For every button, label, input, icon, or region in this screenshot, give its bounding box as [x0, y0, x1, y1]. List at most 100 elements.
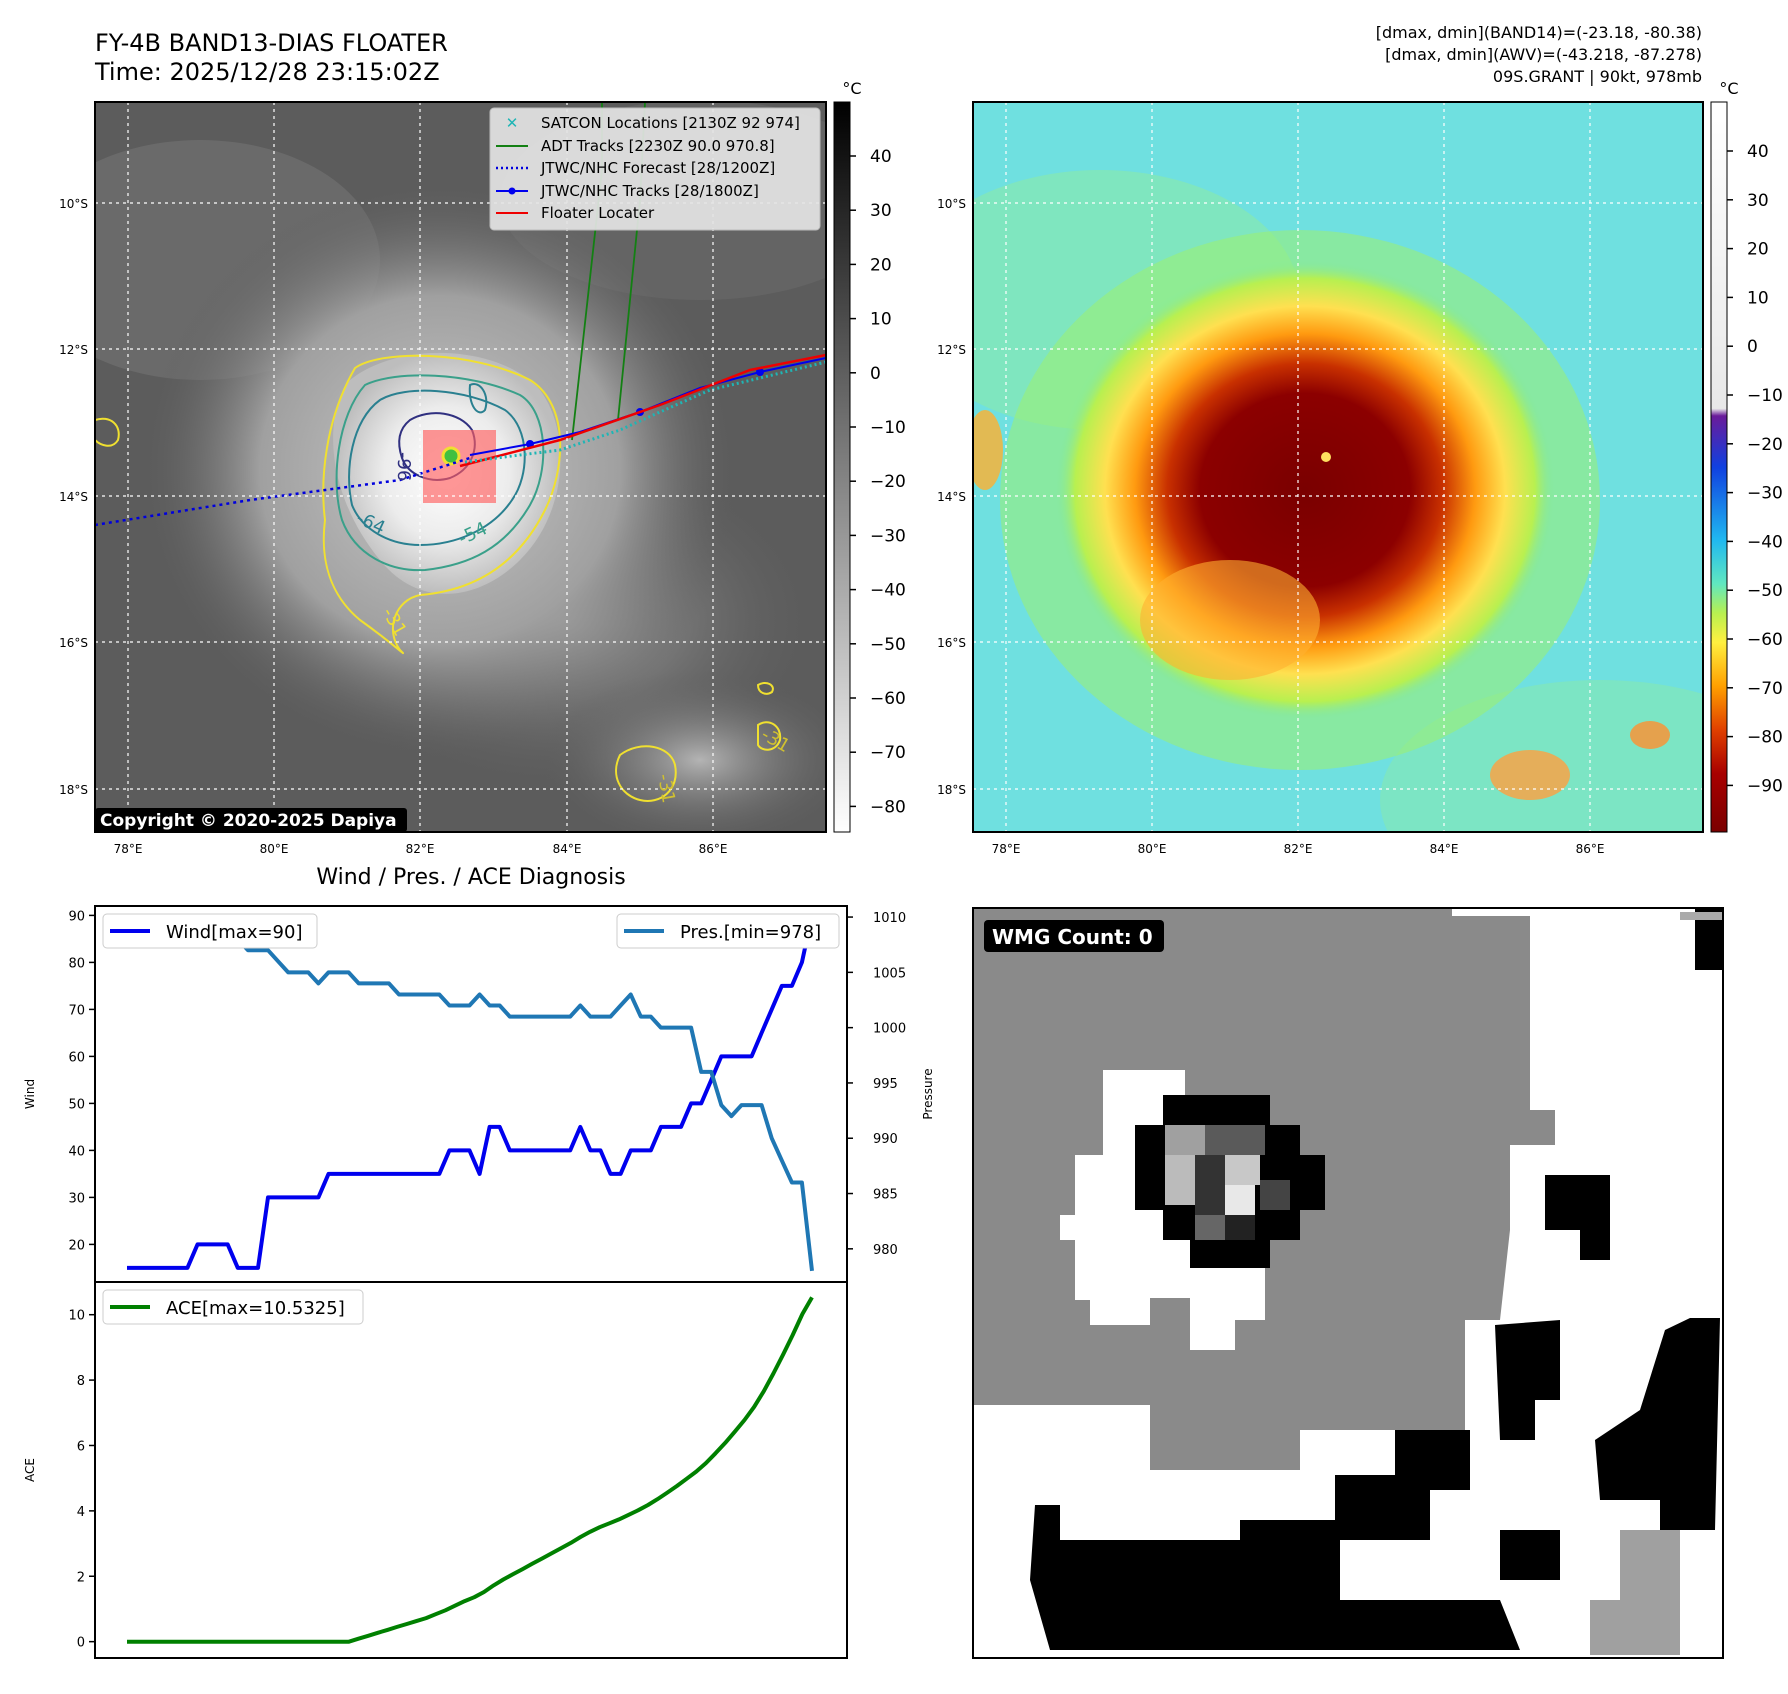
colorbar-tick-label: 40	[1747, 142, 1769, 162]
ace-legend: ACE[max=10.5325]	[102, 1289, 364, 1325]
ace-tick-label: 8	[77, 1374, 85, 1389]
contour-label-31c: -31	[653, 772, 679, 805]
pressure-tick-label: 1010	[873, 911, 906, 926]
lon-label-84: 84°E	[553, 842, 582, 856]
right-colorbar: °C 40 30 20 10 0 −10 −20 −30 −40 −50 −60 −70 −80 −90	[1710, 79, 1783, 833]
pres-legend-label: Pres.[min=978]	[680, 922, 821, 943]
colorbar-tick-label: −50	[1747, 581, 1783, 601]
wind-tick-label: 60	[68, 1050, 85, 1065]
pressure-tick-label: 980	[873, 1243, 898, 1258]
floater-box	[423, 430, 496, 503]
pressure-tick-label: 995	[873, 1077, 898, 1092]
colorbar-tick-label: 30	[1747, 191, 1769, 211]
wind-legend: Wind[max=90]	[102, 913, 318, 949]
dmax-awv: [dmax, dmin](AWV)=(-43.218, -87.278)	[1385, 45, 1702, 64]
pressure-tick-label: 1000	[873, 1022, 906, 1037]
ace-tick-label: 2	[77, 1570, 85, 1585]
r-lat-label-18: 18°S	[937, 783, 966, 797]
pressure-ylabel: Pressure	[921, 1068, 935, 1119]
dmax-band14: [dmax, dmin](BAND14)=(-23.18, -80.38)	[1376, 23, 1702, 42]
wind-tick-label: 80	[68, 956, 85, 971]
wind-ylabel: Wind	[23, 1079, 37, 1109]
contour-64	[348, 389, 526, 547]
chart-title: Wind / Pres. / ACE Diagnosis	[316, 865, 625, 890]
lat-label-16: 16°S	[59, 636, 88, 650]
left-colorbar: °C 40 30 20 10 0 −10 −20 −30 −40 −50 −60 −70 −80	[833, 79, 906, 833]
eye-marker	[441, 446, 461, 466]
lat-label-12: 12°S	[59, 343, 88, 357]
r-lat-label-12: 12°S	[937, 343, 966, 357]
lon-label-86: 86°E	[699, 842, 728, 856]
wind-tick-label: 30	[68, 1191, 85, 1206]
storm-info: 09S.GRANT | 90kt, 978mb	[1493, 67, 1702, 86]
wind-series-line	[127, 914, 814, 1270]
pres-legend: Pres.[min=978]	[616, 913, 840, 949]
colorbar-tick-label: −40	[870, 581, 906, 601]
colorbar-tick-label: −40	[1747, 532, 1783, 552]
contour-54	[335, 374, 545, 572]
colorbar-tick-label: −30	[870, 526, 906, 546]
r-lon-label-84: 84°E	[1430, 842, 1459, 856]
map-legend: ✕ SATCON Locations [2130Z 92 974] ADT Tr…	[489, 107, 821, 231]
lat-label-10: 10°S	[59, 197, 88, 211]
jtwc-forecast	[95, 456, 471, 527]
ace-tick-label: 0	[77, 1636, 85, 1651]
lat-label-18: 18°S	[59, 783, 88, 797]
left-colorbar-unit: °C	[842, 79, 861, 98]
r-lon-label-80: 80°E	[1138, 842, 1167, 856]
lon-label-78: 78°E	[114, 842, 143, 856]
colorbar-tick-label: 0	[1747, 337, 1758, 357]
colorbar-tick-label: 30	[870, 201, 892, 221]
ace-tick-label: 4	[77, 1505, 85, 1520]
colorbar-tick-label: 10	[1747, 288, 1769, 308]
lat-label-14: 14°S	[59, 490, 88, 504]
left-map-axes: 10°S 12°S 14°S 16°S 18°S 78°E 80°E 82°E …	[59, 197, 727, 856]
wmg-label-box	[984, 920, 1164, 952]
colorbar-tick-label: −70	[1747, 679, 1783, 699]
copyright-box	[95, 808, 407, 832]
r-lon-label-86: 86°E	[1576, 842, 1605, 856]
colorbar-tick-label: −30	[1747, 484, 1783, 504]
ace-legend-label: ACE[max=10.5325]	[166, 1298, 345, 1319]
wind-pres-chart: 20 30 40 50 60 70 80 90 980 985 990 995 1000 1005 1010…	[23, 905, 935, 1283]
r-lat-label-10: 10°S	[937, 197, 966, 211]
wind-legend-label: Wind[max=90]	[166, 922, 303, 943]
colorbar-tick-label: −50	[870, 635, 906, 655]
lon-label-82: 82°E	[406, 842, 435, 856]
floater-track	[459, 353, 826, 468]
colorbar-tick-label: −20	[870, 472, 906, 492]
right-map-axes: 10°S 12°S 14°S 16°S 18°S 78°E 80°E 82°E …	[937, 197, 1604, 856]
wind-tick-label: 70	[68, 1003, 85, 1018]
pressure-tick-label: 985	[873, 1188, 898, 1203]
contour-label-96: -96	[393, 452, 414, 481]
colorbar-tick-label: −10	[1747, 386, 1783, 406]
colorbar-tick-label: −80	[870, 797, 906, 817]
ace-tick-label: 10	[68, 1309, 85, 1324]
pressure-tick-label: 1005	[873, 966, 906, 981]
legend-forecast: JTWC/NHC Forecast [28/1200Z]	[540, 159, 775, 177]
colorbar-tick-label: −70	[870, 743, 906, 763]
right-colorbar-unit: °C	[1719, 79, 1738, 98]
colorbar-tick-label: −80	[1747, 728, 1783, 748]
wind-tick-label: 40	[68, 1144, 85, 1159]
pressure-tick-label: 990	[873, 1132, 898, 1147]
r-lon-label-78: 78°E	[992, 842, 1021, 856]
ace-ylabel: ACE	[23, 1458, 37, 1482]
colorbar-tick-label: 10	[870, 310, 892, 330]
colorbar-tick-label: −10	[870, 418, 906, 438]
copyright: Copyright © 2020-2025 Dapiya	[100, 811, 397, 831]
figure-title: FY-4B BAND13-DIAS FLOATER	[95, 29, 448, 57]
colorbar-tick-label: 0	[870, 364, 881, 384]
legend-satcon: SATCON Locations [2130Z 92 974]	[541, 114, 800, 132]
wind-tick-label: 90	[68, 909, 85, 924]
legend-floater: Floater Locater	[541, 204, 655, 222]
colorbar-tick-label: 20	[1747, 240, 1769, 260]
colorbar-tick-label: −20	[1747, 435, 1783, 455]
colorbar-tick-label: 40	[870, 147, 892, 167]
wmg-panel	[973, 908, 1723, 1658]
lon-label-80: 80°E	[260, 842, 289, 856]
awv-map	[973, 102, 1703, 832]
wmg-label: WMG Count: 0	[992, 925, 1153, 949]
satcon-points	[464, 360, 826, 464]
